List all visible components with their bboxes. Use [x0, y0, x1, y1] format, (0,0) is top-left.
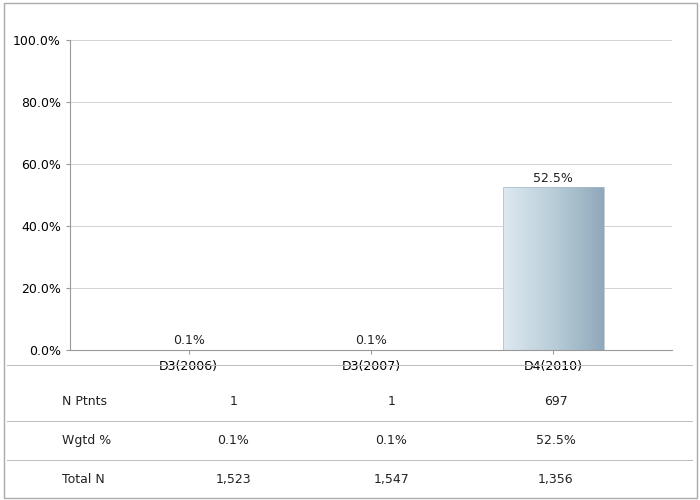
- Text: 697: 697: [544, 395, 568, 408]
- Text: 1: 1: [230, 395, 237, 408]
- Text: 1,356: 1,356: [538, 473, 573, 486]
- Text: 0.1%: 0.1%: [355, 334, 387, 347]
- Text: 0.1%: 0.1%: [173, 334, 204, 347]
- Text: 52.5%: 52.5%: [536, 434, 575, 447]
- Text: 1,547: 1,547: [373, 473, 409, 486]
- Text: 1,523: 1,523: [216, 473, 251, 486]
- Text: N Ptnts: N Ptnts: [62, 395, 107, 408]
- Text: Total N: Total N: [62, 473, 104, 486]
- Bar: [503, 187, 603, 350]
- Text: 52.5%: 52.5%: [533, 172, 573, 185]
- Text: Wgtd %: Wgtd %: [62, 434, 111, 447]
- Text: 0.1%: 0.1%: [375, 434, 407, 447]
- Text: 0.1%: 0.1%: [218, 434, 249, 447]
- Text: 1: 1: [387, 395, 395, 408]
